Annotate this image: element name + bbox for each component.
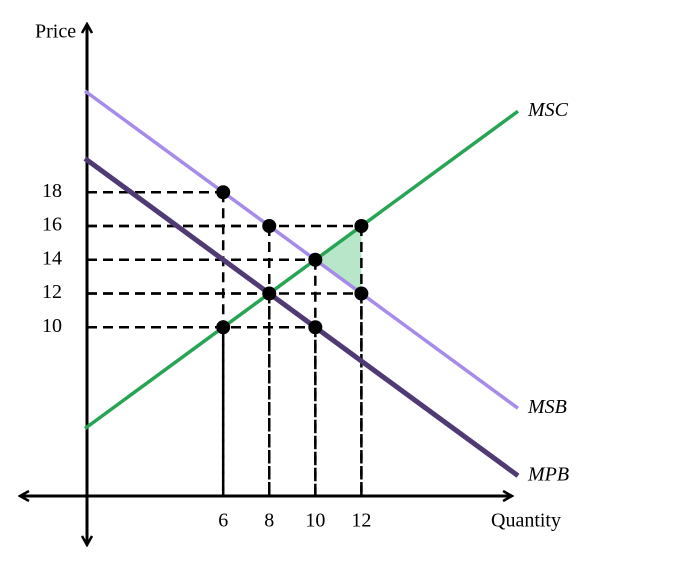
y-tick-label: 12 xyxy=(42,281,62,303)
x-tick-label: 10 xyxy=(305,510,325,532)
point xyxy=(308,320,323,335)
curve xyxy=(83,156,520,478)
y-tick-label: 18 xyxy=(42,180,62,202)
point xyxy=(308,252,323,267)
y-tick-label: 10 xyxy=(42,315,62,337)
curve-label: MPB xyxy=(527,463,569,485)
x-tick-label: 8 xyxy=(264,510,274,532)
y-tick-label: 16 xyxy=(42,214,62,236)
point xyxy=(354,286,369,301)
plot-area: MSC MSB MPB 6 8 10 12 10 12 14 16 18 xyxy=(42,89,569,532)
point xyxy=(354,219,369,233)
y-tick-label: 14 xyxy=(42,247,62,269)
point xyxy=(262,219,277,233)
x-axis-label: Quantity xyxy=(491,510,561,532)
x-tick-label: 12 xyxy=(351,510,371,532)
point xyxy=(216,185,231,200)
x-tick-label: 6 xyxy=(218,510,228,532)
curve xyxy=(83,89,520,410)
point xyxy=(216,320,231,335)
curve-label: MSC xyxy=(527,99,569,121)
y-axis-label: Price xyxy=(35,21,76,43)
point xyxy=(262,286,277,301)
curve xyxy=(83,109,520,430)
welfare-area xyxy=(315,226,362,294)
curve-label: MSB xyxy=(527,396,567,418)
